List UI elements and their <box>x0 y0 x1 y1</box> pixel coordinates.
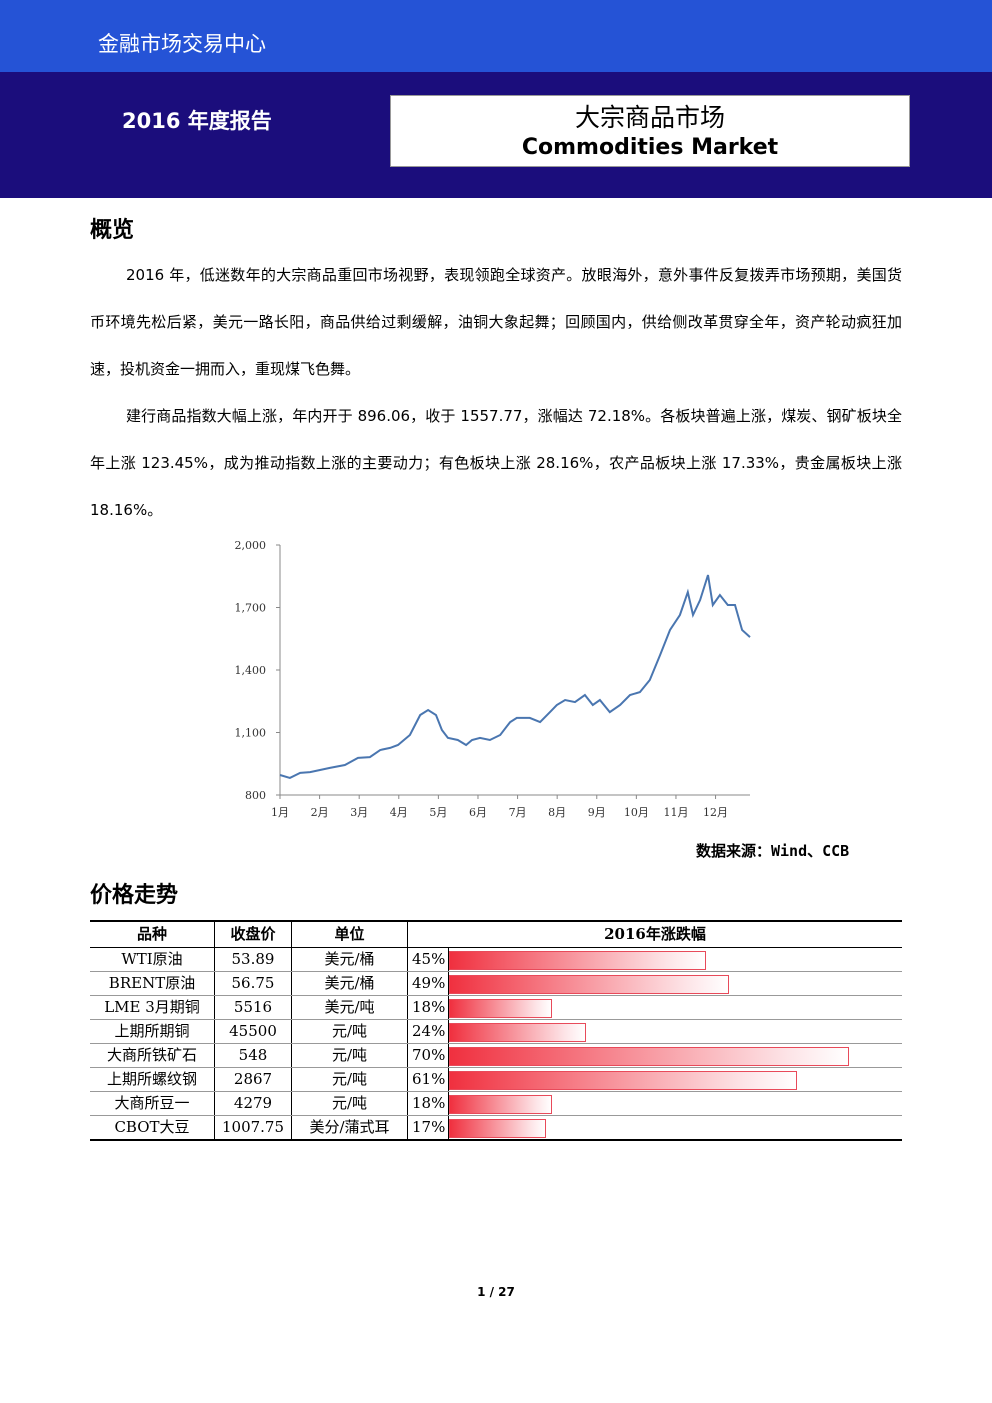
change-label: 17% <box>407 1115 449 1141</box>
change-bar <box>449 1070 798 1090</box>
table-row: WTI原油 53.89 美元/桶 45% <box>90 947 902 972</box>
header-band <box>0 0 992 72</box>
org-name: 金融市场交易中心 <box>98 32 266 56</box>
change-bar <box>449 1118 547 1138</box>
close-price: 45500 <box>214 1019 292 1044</box>
table-row: BRENT原油 56.75 美元/桶 49% <box>90 971 902 996</box>
change-bar-cell <box>448 1115 902 1141</box>
unit: 元/吨 <box>291 1043 408 1068</box>
close-price: 1007.75 <box>214 1115 292 1141</box>
change-label: 49% <box>407 971 449 996</box>
change-label: 61% <box>407 1067 449 1092</box>
close-price: 56.75 <box>214 971 292 996</box>
unit: 美元/吨 <box>291 995 408 1020</box>
y-tick-label: 1,700 <box>235 602 267 615</box>
table-row: 上期所期铜 45500 元/吨 24% <box>90 1019 902 1044</box>
x-tick-label: 1月 <box>271 806 289 819</box>
change-label: 18% <box>407 995 449 1020</box>
commodity-name: BRENT原油 <box>90 971 215 996</box>
change-label: 24% <box>407 1019 449 1044</box>
commodity-name: 上期所螺纹钢 <box>90 1067 215 1092</box>
y-tick-label: 1,400 <box>235 664 267 677</box>
commodity-name: LME 3月期铜 <box>90 995 215 1020</box>
header-row: 品种 收盘价 单位 2016年涨跌幅 <box>90 920 902 948</box>
x-tick-label: 11月 <box>663 806 688 819</box>
change-bar-cell <box>448 1067 902 1092</box>
change-label: 70% <box>407 1043 449 1068</box>
table-body: WTI原油 53.89 美元/桶 45% BRENT原油 56.75 美元/桶 49% LME … <box>90 947 902 1141</box>
commodity-name: CBOT大豆 <box>90 1115 215 1141</box>
unit: 元/吨 <box>291 1091 408 1116</box>
change-bar <box>449 950 706 970</box>
change-bar <box>449 1046 849 1066</box>
section-heading: 价格走势 <box>90 883 179 908</box>
table-row: CBOT大豆 1007.75 美分/蒲式耳 17% <box>90 1115 902 1141</box>
change-bar <box>449 1022 587 1042</box>
column-header: 品种 <box>90 920 215 948</box>
x-tick-label: 12月 <box>703 806 728 819</box>
paragraph: 建行商品指数大幅上涨，年内开于 896.06，收于 1557.77，涨幅达 72… <box>90 407 902 519</box>
commodity-name: 上期所期铜 <box>90 1019 215 1044</box>
title-cn: 大宗商品市场 <box>574 103 725 132</box>
title-en: Commodities Market <box>521 135 779 160</box>
paragraphs: 2016 年，低迷数年的大宗商品重回市场视野，表现领跑全球资产。放眼海外，意外事… <box>90 252 902 534</box>
commodity-name: 大商所豆一 <box>90 1091 215 1116</box>
change-bar-cell <box>448 1043 902 1068</box>
change-bar-cell <box>448 1091 902 1116</box>
close-price: 53.89 <box>214 947 292 972</box>
close-price: 2867 <box>214 1067 292 1092</box>
x-tick-label: 2月 <box>311 806 329 819</box>
x-tick-label: 3月 <box>350 806 368 819</box>
unit: 美分/蒲式耳 <box>291 1115 408 1141</box>
column-header: 收盘价 <box>214 920 292 948</box>
price-table: 品种 收盘价 单位 2016年涨跌幅 WTI原油 53.89 美元/桶 45% BRENT原油 5… <box>90 920 902 1141</box>
x-tick-label: 10月 <box>624 806 649 819</box>
table-row: LME 3月期铜 5516 美元/吨 18% <box>90 995 902 1020</box>
change-bar <box>449 974 729 994</box>
commodity-name: 大商所铁矿石 <box>90 1043 215 1068</box>
change-bar-cell <box>448 971 902 996</box>
y-tick-label: 800 <box>245 789 266 802</box>
change-bar <box>449 1094 552 1114</box>
table-row: 上期所螺纹钢 2867 元/吨 61% <box>90 1067 902 1092</box>
commodity-name: WTI原油 <box>90 947 215 972</box>
paragraph: 2016 年，低迷数年的大宗商品重回市场视野，表现领跑全球资产。放眼海外，意外事… <box>90 266 902 378</box>
table-row: 大商所铁矿石 548 元/吨 70% <box>90 1043 902 1068</box>
column-header: 2016年涨跌幅 <box>407 920 902 948</box>
unit: 美元/桶 <box>291 971 408 996</box>
x-tick-label: 7月 <box>509 806 527 819</box>
change-bar-cell <box>448 1019 902 1044</box>
x-tick-label: 5月 <box>429 806 447 819</box>
close-price: 548 <box>214 1043 292 1068</box>
close-price: 5516 <box>214 995 292 1020</box>
x-tick-label: 9月 <box>588 806 606 819</box>
close-price: 4279 <box>214 1091 292 1116</box>
y-tick-label: 2,000 <box>235 539 267 552</box>
x-tick-label: 8月 <box>548 806 566 819</box>
x-tick-label: 6月 <box>469 806 487 819</box>
page-number: 1 / 27 <box>477 1285 515 1299</box>
title-box: 大宗商品市场 Commodities Market <box>390 95 910 167</box>
table-row: 大商所豆一 4279 元/吨 18% <box>90 1091 902 1116</box>
unit: 元/吨 <box>291 1067 408 1092</box>
change-bar <box>449 998 552 1018</box>
source-note: 数据来源：Wind、CCB <box>696 842 850 860</box>
column-header: 单位 <box>291 920 408 948</box>
section-heading: 概览 <box>90 218 135 243</box>
unit: 美元/桶 <box>291 947 408 972</box>
report-name: 2016 年度报告 <box>122 109 272 133</box>
x-tick-label: 4月 <box>390 806 408 819</box>
change-label: 45% <box>407 947 449 972</box>
y-tick-label: 1,100 <box>235 727 267 740</box>
change-bar-cell <box>448 947 902 972</box>
change-label: 18% <box>407 1091 449 1116</box>
unit: 元/吨 <box>291 1019 408 1044</box>
index-line <box>279 574 751 779</box>
change-bar-cell <box>448 995 902 1020</box>
chart: 800 1,100 1,400 1,700 2,000 1月 2月 3月 4月 5月 6月 7月 8月 9… <box>235 539 751 819</box>
